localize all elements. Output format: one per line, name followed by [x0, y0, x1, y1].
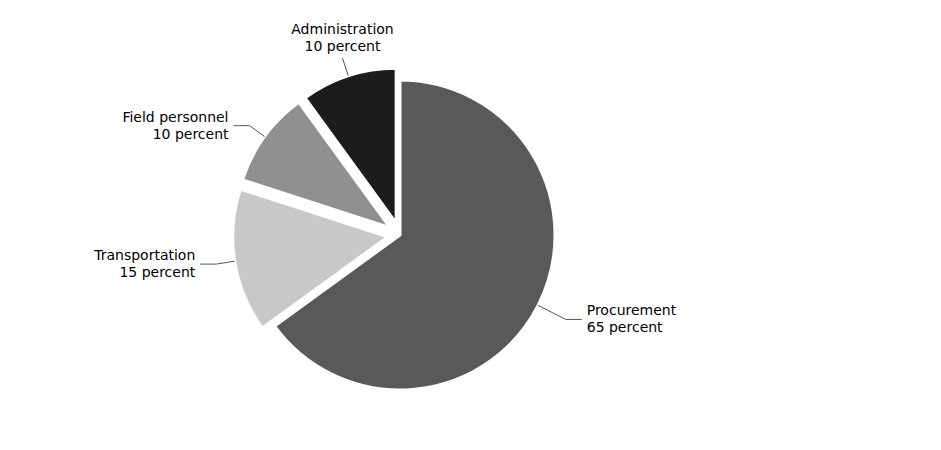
category-label: Procurement: [587, 302, 677, 318]
data-label: 15 percent: [119, 264, 195, 280]
category-label: Field personnel: [122, 109, 228, 125]
labels: Procurement65 percent Transportation15 pe…: [93, 21, 676, 335]
leader-line: [234, 126, 265, 137]
category-label: Administration: [291, 21, 393, 37]
slices: [233, 68, 555, 390]
category-label: Transportation: [93, 247, 195, 263]
pie-slice: [305, 68, 396, 223]
pie-chart: Procurement65 percent Transportation15 pe…: [0, 0, 941, 450]
chart-container: Procurement65 percent Transportation15 pe…: [0, 0, 941, 450]
leader-line: [538, 305, 582, 319]
leader-line: [343, 58, 349, 76]
data-label: 10 percent: [305, 38, 381, 54]
data-label: 65 percent: [587, 319, 663, 335]
data-label: 10 percent: [153, 126, 229, 142]
leader-line: [200, 261, 234, 264]
